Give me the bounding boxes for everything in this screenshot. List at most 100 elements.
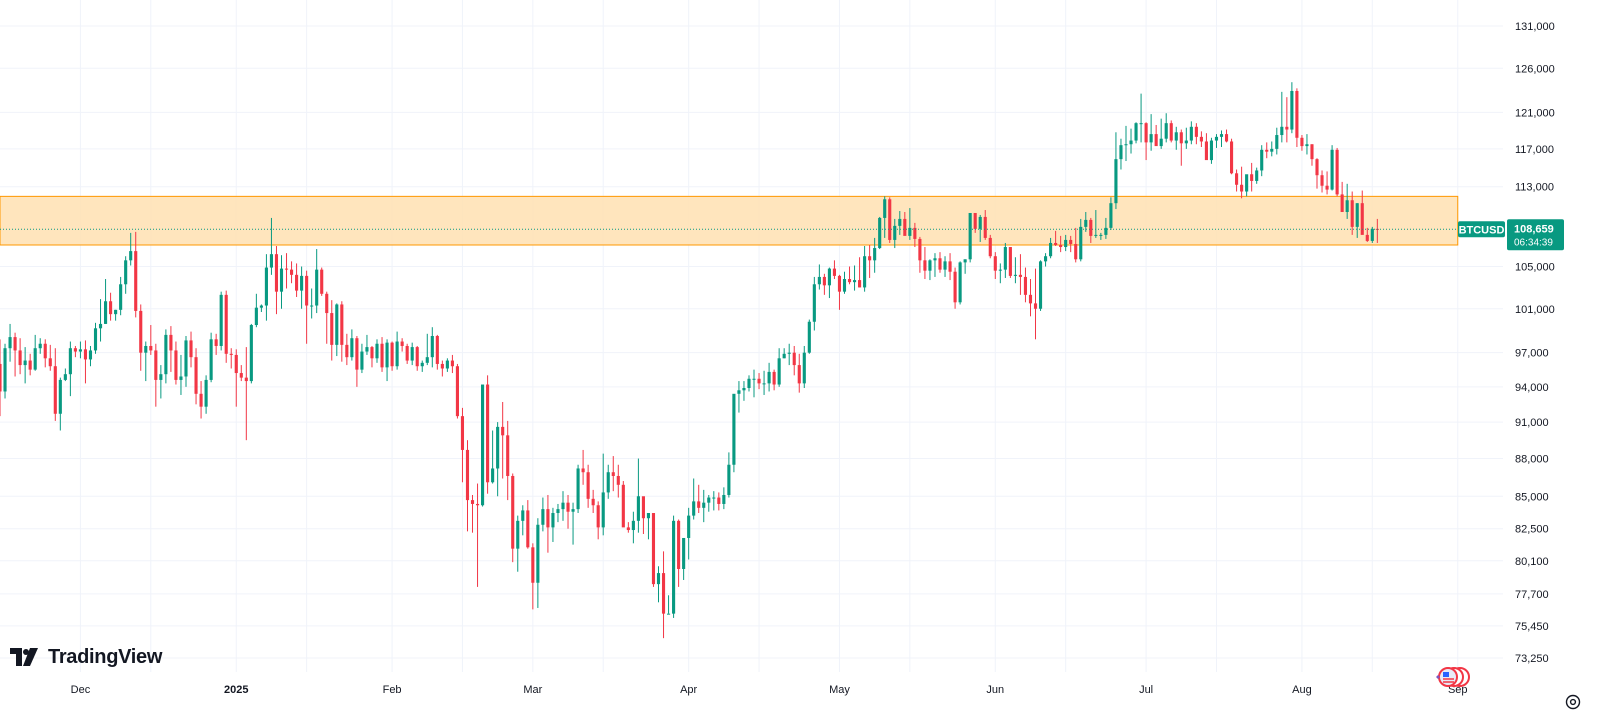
tradingview-logo[interactable]: TradingView	[10, 645, 162, 669]
candle-body	[918, 238, 922, 261]
candle-body	[244, 377, 248, 382]
candle-body	[164, 334, 168, 375]
candle-body	[1184, 140, 1188, 144]
candle-body	[646, 513, 651, 519]
candle-body	[1129, 140, 1133, 145]
candle-body	[3, 348, 7, 392]
candle-body	[1169, 123, 1173, 141]
candle-body	[1134, 123, 1138, 141]
candle-body	[415, 347, 419, 367]
candle-body	[948, 261, 952, 272]
candle-body	[1255, 170, 1259, 181]
candle-body	[616, 475, 620, 485]
candle-body	[486, 384, 490, 483]
candle-body	[18, 350, 22, 366]
candle-body	[782, 353, 786, 359]
candle-body	[224, 294, 228, 354]
candle-body	[0, 363, 2, 392]
candle-body	[269, 254, 274, 268]
candle-body	[868, 256, 872, 261]
candle-body	[923, 260, 927, 271]
settings-gear-icon[interactable]	[1564, 693, 1582, 711]
candle-body	[661, 573, 666, 614]
y-tick-label: 126,000	[1515, 63, 1555, 75]
candle-body	[697, 501, 701, 508]
candle-body	[1260, 149, 1264, 171]
candle-body	[274, 254, 279, 292]
candle-body	[1340, 194, 1344, 213]
x-tick-label: Aug	[1292, 684, 1312, 696]
candle-body	[601, 492, 605, 528]
candle-body	[1270, 148, 1274, 152]
candle-body	[636, 496, 640, 521]
candle-body	[1174, 132, 1178, 141]
candle-body	[777, 358, 781, 385]
candle-body	[440, 363, 444, 369]
candle-body	[405, 345, 409, 361]
y-tick-label: 97,000	[1515, 348, 1549, 360]
candle-body	[370, 347, 374, 359]
candle-body	[1285, 126, 1289, 130]
candle-body	[1109, 203, 1113, 228]
candle-body	[295, 274, 299, 291]
candle-body	[450, 360, 454, 367]
candle-body	[435, 336, 439, 364]
candle-body	[1290, 90, 1294, 130]
candle-body	[792, 352, 796, 366]
candle-body	[214, 339, 218, 346]
candle-body	[1350, 200, 1354, 227]
candle-body	[310, 305, 314, 307]
candle-body	[752, 378, 756, 380]
candle-body	[430, 336, 434, 358]
candle-body	[822, 276, 826, 286]
economic-events-flag-icon[interactable]	[1434, 665, 1474, 689]
candle-body	[1074, 243, 1078, 260]
candle-body	[606, 472, 610, 493]
y-tick-label: 117,000	[1515, 144, 1554, 156]
symbol-label: BTCUSD	[1459, 224, 1505, 236]
candle-body	[626, 527, 630, 531]
price-labels: BTCUSD 108,659 06:34:39	[1458, 219, 1564, 251]
candle-body	[641, 496, 645, 519]
time-axis[interactable]: Dec 2025 Feb Mar Apr May Jun Jul Aug Sep	[71, 684, 1468, 696]
candle-body	[531, 547, 535, 583]
candle-body	[893, 225, 897, 240]
candle-body	[53, 366, 57, 414]
candle-body	[470, 500, 475, 504]
candle-body	[571, 509, 575, 512]
candle-body	[621, 484, 625, 528]
candle-body	[817, 276, 821, 285]
candle-body	[717, 497, 721, 504]
candle-body	[1059, 244, 1063, 248]
candle-body	[807, 321, 811, 353]
candle-body	[1084, 219, 1088, 227]
candle-body	[1164, 123, 1168, 139]
y-tick-label: 88,000	[1515, 454, 1549, 466]
candle-body	[345, 344, 349, 358]
candle-body	[335, 304, 339, 345]
candle-body	[1265, 149, 1269, 152]
candle-body	[239, 373, 243, 378]
candle-body	[1204, 141, 1208, 161]
price-axis[interactable]: 131,000 126,000 121,000 117,000 113,000 105,0…	[1515, 21, 1555, 665]
candle-body	[692, 501, 696, 516]
candle-body	[78, 349, 82, 352]
candle-body	[460, 416, 465, 450]
candle-body	[88, 350, 93, 360]
candle-body	[1224, 134, 1229, 142]
candle-body	[209, 339, 213, 380]
candle-body	[521, 510, 525, 521]
candle-body	[978, 216, 982, 229]
candle-body	[114, 309, 118, 315]
candle-body	[928, 260, 932, 271]
candle-body	[863, 256, 867, 288]
candle-body	[727, 464, 731, 495]
candle-body	[631, 520, 635, 531]
candle-body	[330, 313, 334, 345]
candle-body	[1370, 228, 1374, 241]
candle-body	[1275, 135, 1279, 149]
candle-body	[1089, 219, 1093, 236]
candle-body	[1159, 138, 1163, 147]
